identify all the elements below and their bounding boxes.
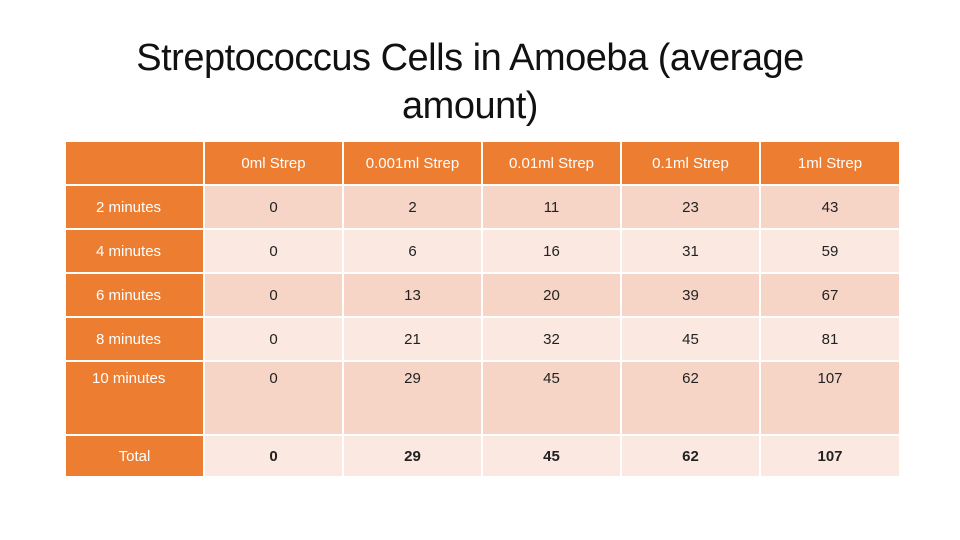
table-cell: 29 xyxy=(344,362,483,436)
header-corner-cell xyxy=(66,142,205,186)
data-table: 0ml Strep 0.001ml Strep 0.01ml Strep 0.1… xyxy=(66,142,899,478)
table-cell: 6 xyxy=(344,230,483,274)
row-label: 2 minutes xyxy=(66,186,205,230)
row-label: Total xyxy=(66,436,205,478)
table-total-row: Total 0 29 45 62 107 xyxy=(66,436,899,478)
table-cell: 11 xyxy=(483,186,622,230)
slide-title: Streptococcus Cells in Amoeba (average a… xyxy=(90,34,850,130)
total-cell: 107 xyxy=(761,436,899,478)
table-cell: 13 xyxy=(344,274,483,318)
column-header: 0.001ml Strep xyxy=(344,142,483,186)
total-cell: 62 xyxy=(622,436,761,478)
table-cell: 67 xyxy=(761,274,899,318)
table-cell: 45 xyxy=(622,318,761,362)
table-cell: 32 xyxy=(483,318,622,362)
table-header-row: 0ml Strep 0.001ml Strep 0.01ml Strep 0.1… xyxy=(66,142,899,186)
row-label: 10 minutes xyxy=(66,362,205,436)
table-cell: 0 xyxy=(205,274,344,318)
table-cell: 81 xyxy=(761,318,899,362)
table-cell: 31 xyxy=(622,230,761,274)
row-label: 8 minutes xyxy=(66,318,205,362)
column-header: 1ml Strep xyxy=(761,142,899,186)
table-row: 4 minutes 0 6 16 31 59 xyxy=(66,230,899,274)
total-cell: 45 xyxy=(483,436,622,478)
column-header: 0ml Strep xyxy=(205,142,344,186)
table-row: 10 minutes 0 29 45 62 107 xyxy=(66,362,899,436)
slide-title-line-2: amount) xyxy=(402,85,538,127)
table-cell: 23 xyxy=(622,186,761,230)
table-cell: 2 xyxy=(344,186,483,230)
table-cell: 107 xyxy=(761,362,899,436)
total-cell: 0 xyxy=(205,436,344,478)
row-label: 6 minutes xyxy=(66,274,205,318)
table-cell: 62 xyxy=(622,362,761,436)
table-cell: 43 xyxy=(761,186,899,230)
table-cell: 20 xyxy=(483,274,622,318)
table-row: 8 minutes 0 21 32 45 81 xyxy=(66,318,899,362)
table-cell: 45 xyxy=(483,362,622,436)
table-cell: 59 xyxy=(761,230,899,274)
total-cell: 29 xyxy=(344,436,483,478)
table-cell: 16 xyxy=(483,230,622,274)
table-cell: 0 xyxy=(205,230,344,274)
table-cell: 0 xyxy=(205,362,344,436)
column-header: 0.01ml Strep xyxy=(483,142,622,186)
table-cell: 39 xyxy=(622,274,761,318)
table-cell: 0 xyxy=(205,318,344,362)
table-cell: 21 xyxy=(344,318,483,362)
row-label: 4 minutes xyxy=(66,230,205,274)
slide-title-line-1: Streptococcus Cells in Amoeba (average xyxy=(136,37,804,79)
table-cell: 0 xyxy=(205,186,344,230)
table-row: 2 minutes 0 2 11 23 43 xyxy=(66,186,899,230)
column-header: 0.1ml Strep xyxy=(622,142,761,186)
table-row: 6 minutes 0 13 20 39 67 xyxy=(66,274,899,318)
